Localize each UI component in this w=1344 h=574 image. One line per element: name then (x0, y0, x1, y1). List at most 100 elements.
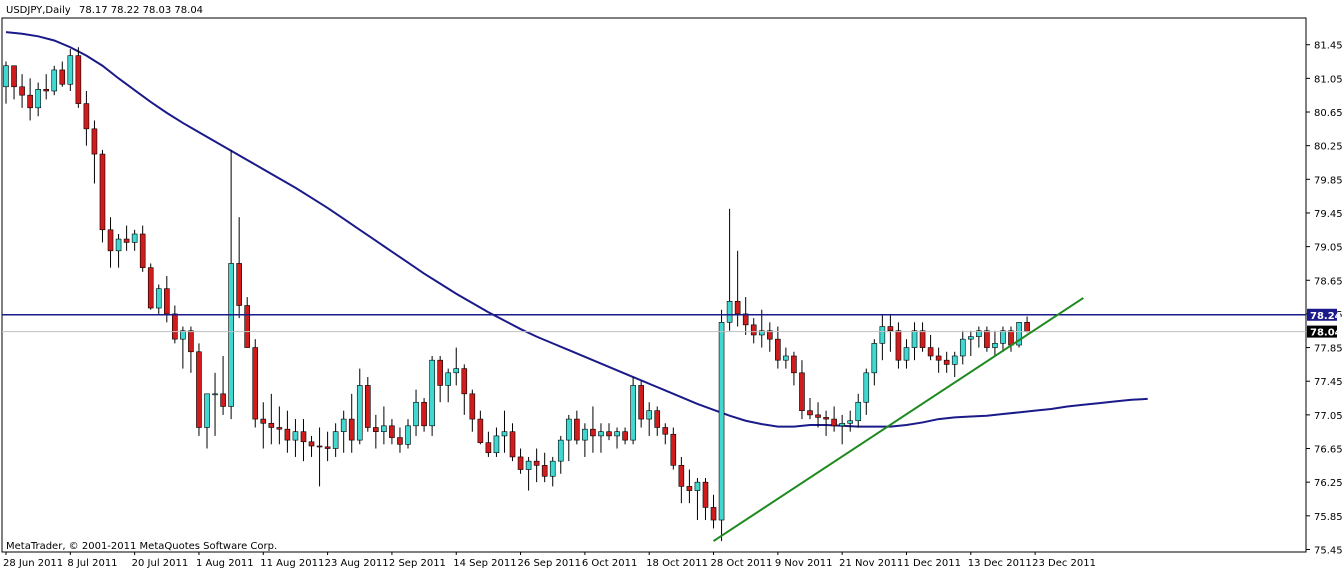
candle-down (984, 326, 990, 352)
candle-body (646, 410, 653, 420)
candle-body (147, 267, 154, 309)
x-tick-label: 28 Jun 2011 (3, 558, 63, 569)
candle-body (332, 431, 339, 449)
candle-down (260, 402, 267, 449)
candle-body (565, 418, 572, 441)
candle-body (155, 288, 162, 309)
candle-up (356, 368, 363, 445)
candle-body (734, 301, 741, 315)
candle-up (694, 477, 701, 521)
candle-up (525, 456, 532, 491)
candle-down (750, 318, 757, 344)
candle-down (196, 343, 202, 436)
candle-body (212, 393, 218, 396)
candle-up (718, 309, 725, 542)
candle-body (413, 401, 419, 427)
candle-body (228, 263, 234, 407)
candle-down (236, 217, 242, 319)
candle-body (300, 431, 307, 443)
candle-up (951, 351, 958, 378)
candle-body (340, 418, 347, 432)
x-tick-label: 20 Jul 2011 (132, 558, 189, 569)
candle-body (654, 410, 661, 428)
candle-body (622, 431, 628, 441)
candle-down (815, 402, 821, 428)
candle-body (19, 86, 25, 96)
candle-body (670, 433, 677, 466)
candle-up (493, 427, 500, 457)
candle-body (1000, 330, 1006, 344)
candle-body (976, 330, 982, 337)
support-trendline[interactable] (712, 297, 1084, 542)
y-tick-label: 79.05 (1314, 243, 1343, 254)
candle-up (445, 368, 452, 403)
y-tick-label: 75.45 (1314, 545, 1343, 556)
candle-body (742, 313, 749, 326)
x-tick-label: 26 Sep 2011 (518, 558, 581, 569)
symbol-label: USDJPY,Daily (6, 5, 71, 16)
candle-down (75, 47, 82, 108)
candle-body (718, 322, 725, 521)
y-tick-label: 76.65 (1314, 445, 1343, 456)
candle-up (557, 435, 564, 474)
candle-body (1008, 330, 1014, 346)
candle-down (919, 322, 926, 352)
candle-up (863, 368, 870, 415)
copyright-label: MetaTrader, © 2001-2011 MetaQuotes Softw… (6, 541, 277, 552)
candle-body (220, 393, 226, 407)
candle-body (252, 347, 259, 420)
candle-body (775, 338, 781, 361)
candle-body (887, 326, 894, 332)
candle-down (172, 305, 178, 344)
candle-body (935, 355, 942, 361)
candle-body (83, 103, 90, 130)
candle-down (622, 427, 628, 445)
candle-up (855, 393, 862, 428)
candle-up (340, 410, 347, 453)
candle-up (115, 234, 122, 268)
candle-body (606, 431, 612, 437)
candle-down (927, 334, 934, 361)
candle-body (557, 439, 564, 462)
candle-up (501, 410, 508, 453)
candle-down (638, 381, 644, 428)
candle-body (614, 431, 620, 437)
resistance-price-tag-bg (1307, 308, 1337, 321)
candle-down (831, 406, 837, 432)
candle-body (758, 330, 765, 336)
candle-down (477, 410, 484, 445)
candle-body (308, 441, 315, 447)
candle-down (437, 355, 443, 403)
candle-body (356, 385, 363, 441)
candle-body (863, 372, 870, 403)
candle-body (348, 418, 355, 441)
candle-up (967, 330, 974, 356)
x-tick-label: 2 Sep 2011 (389, 558, 446, 569)
candle-body (895, 330, 902, 361)
moving-average-line (5, 31, 1148, 428)
candle-up (976, 326, 982, 348)
candle-body (461, 368, 468, 395)
candle-body (911, 330, 918, 348)
candle-body (453, 368, 460, 374)
candle-down (686, 469, 693, 504)
candle-up (871, 339, 878, 386)
candle-up (549, 456, 556, 487)
y-tick-label: 77.45 (1314, 377, 1343, 388)
candle-up (413, 389, 419, 436)
y-tick-label: 80.25 (1314, 142, 1343, 153)
candle-down (775, 326, 781, 369)
candle-body (541, 465, 548, 477)
candle-down (43, 74, 50, 100)
candle-body (871, 343, 878, 374)
x-tick-label: 13 Dec 2011 (968, 558, 1032, 569)
candle-body (389, 425, 395, 438)
candle-down (485, 431, 492, 457)
candle-down (1024, 316, 1030, 333)
candle-body (750, 324, 757, 336)
candle-up (582, 423, 588, 457)
candle-up (292, 419, 299, 457)
candle-body (204, 393, 210, 428)
